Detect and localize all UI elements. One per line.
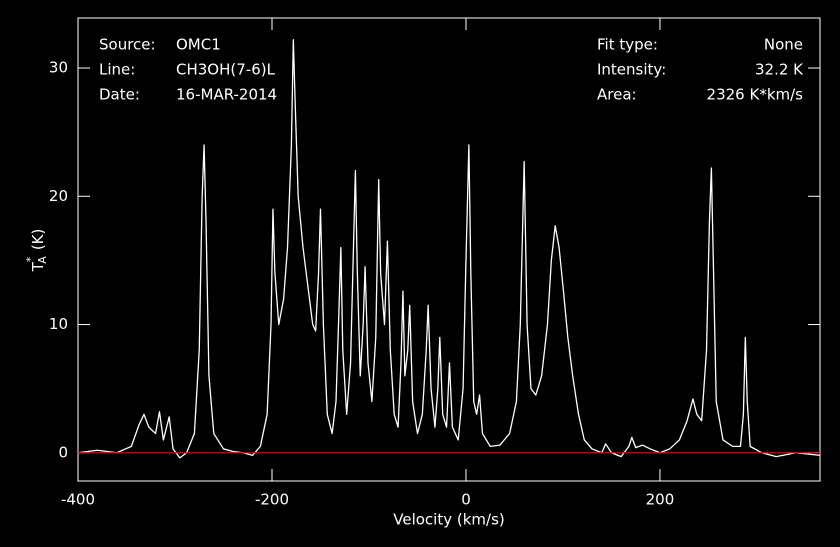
x-tick-label: -200 — [255, 491, 289, 509]
y-tick-label: 0 — [58, 443, 68, 461]
annotation-value: CH3OH(7-6)L — [176, 61, 276, 79]
annotation-label: Intensity: — [597, 61, 666, 79]
annotation-label: Area: — [597, 86, 637, 104]
y-label-sup: * — [24, 256, 37, 262]
y-label-unit: (K) — [29, 229, 47, 251]
annotation-value: 2326 K*km/s — [707, 86, 804, 104]
y-axis-label: T*A (K) — [24, 229, 49, 273]
x-tick-label: -400 — [61, 491, 95, 509]
y-tick-label: 30 — [49, 59, 68, 77]
plot-frame — [77, 17, 821, 482]
y-tick-label: 20 — [49, 187, 68, 205]
annotation-label: Fit type: — [597, 36, 658, 54]
annotation-value: 32.2 K — [755, 61, 804, 79]
y-tick-label: 10 — [49, 315, 68, 333]
annotation-value: 16-MAR-2014 — [176, 86, 277, 104]
annotation-value: OMC1 — [176, 36, 221, 54]
y-label-main: T — [29, 261, 47, 272]
annotation-label: Source: — [99, 36, 156, 54]
x-tick-label: 200 — [646, 491, 675, 509]
x-tick-label: 0 — [461, 491, 471, 509]
x-axis-label: Velocity (km/s) — [393, 511, 504, 529]
annotation-value: None — [764, 36, 803, 54]
annotation-label: Date: — [99, 86, 140, 104]
annotation-label: Line: — [99, 61, 135, 79]
y-label-sub: A — [36, 256, 49, 264]
